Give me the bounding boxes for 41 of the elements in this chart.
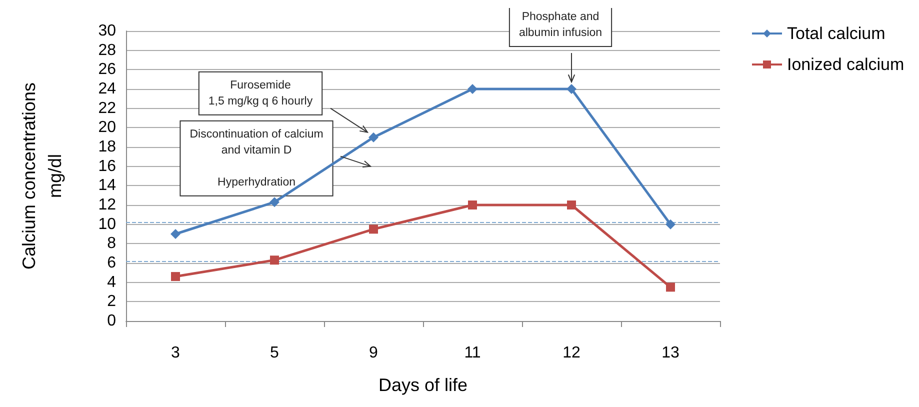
y-tick-label: 6 [107, 254, 116, 272]
point [270, 197, 280, 208]
point [171, 272, 180, 282]
y-tick-label: 0 [107, 312, 116, 330]
x-tick-label: 13 [662, 344, 680, 362]
y-tick-label: 28 [98, 42, 116, 59]
point [270, 256, 279, 265]
y-tick-label: 30 [98, 22, 116, 40]
point [368, 132, 378, 142]
x-axis-title: Days of life [378, 375, 468, 395]
y-tick-label: 14 [98, 177, 116, 194]
y-tick-label: 26 [98, 61, 116, 78]
annotation: Phosphate and albumin infusion [518, 11, 602, 39]
y-tick-label: 2 [107, 293, 116, 310]
y-tick-label: 16 [98, 158, 116, 175]
x-tick-label: 5 [270, 344, 280, 362]
point [369, 224, 378, 234]
y-tick-label: 8 [107, 235, 116, 252]
point [170, 229, 180, 239]
x-tick-label: 3 [171, 344, 180, 362]
point [567, 200, 576, 210]
y-tick-label: 12 [98, 196, 116, 214]
point [566, 84, 576, 94]
legend-label: Ionized calcium [787, 55, 904, 74]
annotation: Furosemide 1,5 mg/kg q 6 hourly [208, 79, 313, 108]
y-tick-label: 20 [98, 119, 116, 136]
x-tick-label: 12 [562, 344, 580, 362]
point [468, 200, 477, 210]
point [666, 219, 676, 230]
y-tick-label: 18 [98, 138, 116, 156]
y-tick-label: 4 [107, 274, 116, 291]
point [468, 84, 478, 94]
text: Discontinuation of calcium and vitamin D Hyperhydration [190, 128, 324, 188]
y-tick-label: 24 [98, 80, 116, 98]
y-tick-label: 22 [98, 100, 116, 117]
y-axis-title: Calcium concentrations mg/dl [19, 82, 65, 270]
y-tick-label: 10 [98, 216, 116, 233]
x-tick-label: 11 [464, 344, 481, 362]
legend-label: Total calcium [787, 24, 886, 43]
point [666, 282, 675, 292]
x-tick-label: 9 [369, 344, 378, 362]
